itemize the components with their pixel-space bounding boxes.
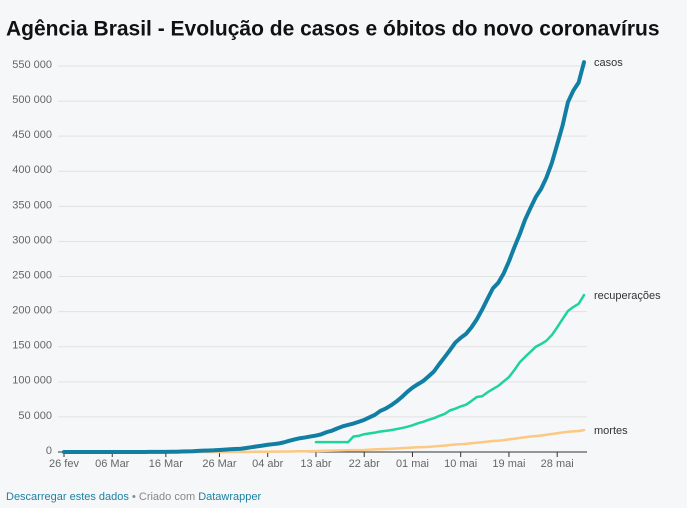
series-line — [62, 60, 586, 454]
x-tick-label: 01 mai — [396, 458, 429, 470]
credit-link[interactable]: Datawrapper — [198, 491, 262, 503]
chart-title: Agência Brasil - Evolução de casos e óbi… — [6, 18, 660, 41]
footer-text: • Criado com — [131, 491, 196, 503]
y-tick-label: 350 000 — [12, 199, 52, 211]
y-tick-label: 100 000 — [12, 375, 52, 387]
chart: Agência Brasil - Evolução de casos e óbi… — [6, 18, 661, 470]
x-tick-label: 28 mai — [541, 458, 574, 470]
y-tick-label: 450 000 — [12, 129, 52, 141]
y-tick-label: 250 000 — [12, 269, 52, 281]
y-tick-label: 50 000 — [18, 410, 52, 422]
footer: Descarregar estes dados • Criado com Dat… — [6, 491, 261, 503]
series-label: casos — [594, 57, 623, 69]
y-tick-label: 0 — [46, 445, 52, 457]
x-tick-label: 26 Mar — [202, 458, 237, 470]
y-tick-label: 400 000 — [12, 164, 52, 176]
x-tick-label: 16 Mar — [149, 458, 184, 470]
x-tick-label: 22 abr — [349, 458, 381, 470]
x-tick-label: 06 Mar — [95, 458, 130, 470]
x-tick-label: 13 abr — [300, 458, 332, 470]
y-tick-label: 550 000 — [12, 59, 52, 71]
y-tick-label: 200 000 — [12, 305, 52, 317]
download-link[interactable]: Descarregar estes dados — [6, 491, 129, 503]
series-line — [314, 293, 586, 444]
y-tick-label: 150 000 — [12, 340, 52, 352]
x-tick-label: 26 fev — [49, 458, 79, 470]
x-tick-label: 04 abr — [252, 458, 284, 470]
series-label: recuperações — [594, 290, 661, 302]
y-tick-label: 500 000 — [12, 94, 52, 106]
series-label: mortes — [594, 425, 628, 437]
x-tick-label: 19 mai — [492, 458, 525, 470]
y-tick-label: 300 000 — [12, 234, 52, 246]
x-tick-label: 10 mai — [444, 458, 477, 470]
